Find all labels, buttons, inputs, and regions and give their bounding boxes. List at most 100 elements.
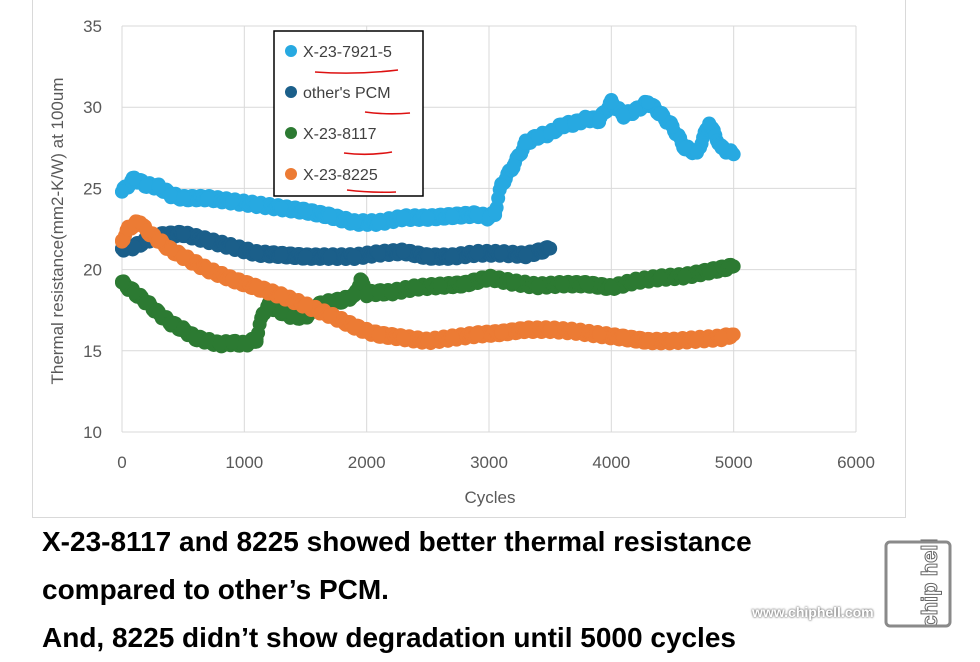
data-point [616,108,631,123]
caption-line-3: And, 8225 didn’t show degradation until … [42,622,736,653]
data-point [225,239,240,254]
y-tick-label: 15 [83,342,102,361]
axis-ticks: 10 15 20 25 30 35 0 1000 2000 3000 4000 5000 6000 [83,17,875,472]
data-point [469,327,484,342]
data-point [628,273,643,288]
data-point [151,179,166,194]
data-point [420,210,435,225]
data-point [543,322,558,337]
data-point [579,111,594,126]
data-point [347,249,362,264]
data-point [689,332,704,347]
data-point [543,126,558,141]
data-point [151,306,166,321]
legend-marker [285,86,297,98]
data-point [396,330,411,345]
data-point [249,197,264,212]
data-point [353,272,368,287]
data-point [543,241,558,256]
data-point [139,295,154,310]
data-point [653,270,668,285]
legend-annotation-underline [364,111,411,115]
data-point [555,277,570,292]
legend-marker [285,45,297,57]
data-point [163,316,178,331]
data-point [163,243,178,258]
data-point [457,277,472,292]
data-point [298,204,313,219]
data-point [176,322,191,337]
data-point [188,330,203,345]
data-point [604,280,619,295]
legend-label: X-23-8225 [303,167,378,184]
data-point [420,249,435,264]
y-tick-label: 35 [83,17,102,36]
data-point [200,262,215,277]
data-point [445,209,460,224]
data-point [714,140,729,155]
data-point [592,327,607,342]
data-point [714,330,729,345]
legend-label: X-23-7921-5 [303,44,392,61]
data-point [579,277,594,292]
data-point [494,246,509,261]
data-point [237,337,252,352]
data-point [641,334,656,349]
data-point [274,304,289,319]
data-point [518,247,533,262]
data-point [298,249,313,264]
data-point [200,233,215,248]
data-point [249,246,264,261]
data-point [115,184,129,199]
data-point [347,319,362,334]
data-point [530,278,545,293]
chart-frame [32,0,906,518]
x-tick-label: 6000 [837,453,875,472]
data-point [249,280,264,295]
x-tick-label: 4000 [592,453,630,472]
data-point [604,95,619,110]
data-point [702,264,717,279]
data-point [127,171,142,186]
data-point [371,285,386,300]
data-point [726,259,741,274]
data-point [274,247,289,262]
data-point [359,324,374,339]
legend-item: X-23-8117 [285,126,377,143]
legend-marker [285,168,297,180]
data-point [127,239,142,254]
data-point [530,129,545,144]
data-point [726,327,741,342]
data-point [212,337,227,352]
data-point [616,330,631,345]
y-tick-label: 20 [83,261,102,280]
data-point [506,158,521,173]
data-point [628,103,643,118]
caption-line-2: compared to other’s PCM. [42,574,389,605]
x-tick-label: 5000 [715,453,753,472]
legend-annotation-underline [346,189,397,194]
data-point [151,233,166,248]
legend-label: X-23-8117 [303,126,377,143]
legend: X-23-7921-5 other's PCM X-23-8117 X-23-8225 [273,30,424,197]
data-point [286,309,301,324]
x-axis-label: Cycles [464,488,515,507]
data-point [335,293,350,308]
data-point [555,118,570,133]
legend-item: X-23-8225 [285,167,378,184]
legend-item: X-23-7921-5 [285,44,392,61]
data-point [567,116,582,131]
series-3 [115,214,741,351]
watermark-logo: chip hell [884,538,952,628]
x-tick-label: 3000 [470,453,508,472]
data-point [127,285,142,300]
caption: X-23-8117 and 8225 showed better thermal… [42,518,922,662]
x-tick-label: 1000 [225,453,263,472]
data-point [176,191,191,206]
data-point [115,233,129,248]
data-point [347,215,362,230]
caption-line-1: X-23-8117 and 8225 showed better thermal… [42,526,752,557]
data-point [384,285,399,300]
series-1 [115,224,558,267]
y-tick-label: 25 [83,179,102,198]
